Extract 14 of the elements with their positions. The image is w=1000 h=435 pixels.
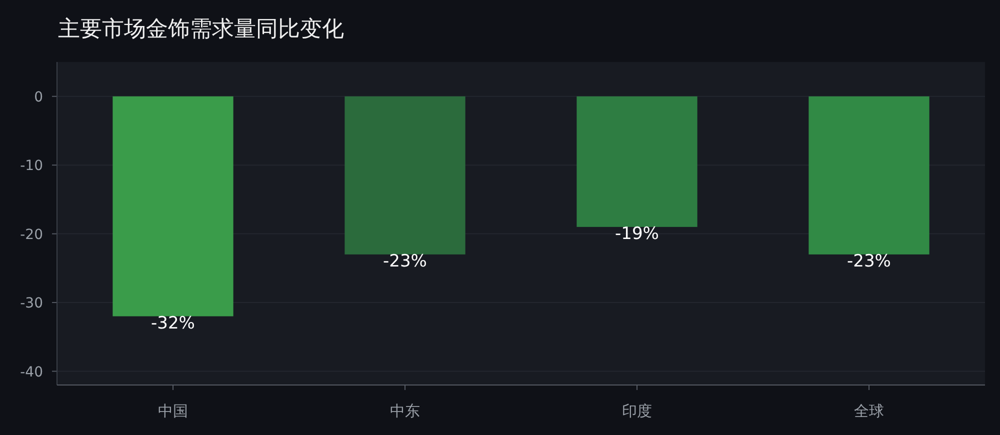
y-tick-label: -10 [20,158,43,174]
x-tick-label: 中国 [158,402,188,420]
x-tick-label: 中东 [390,402,420,420]
y-tick-label: -30 [20,296,43,312]
y-tick-label: 0 [34,89,43,106]
y-tick-label: -40 [20,364,43,380]
data-label: -19% [615,224,659,244]
x-tick-label: 全球 [854,402,884,420]
data-label: -32% [151,313,195,334]
x-tick-label: 印度 [622,402,652,420]
data-label: -23% [383,251,427,272]
chart-title: 主要市场金饰需求量同比变化 [58,17,344,42]
y-tick-label: -20 [20,226,43,243]
data-label: -23% [847,251,891,272]
